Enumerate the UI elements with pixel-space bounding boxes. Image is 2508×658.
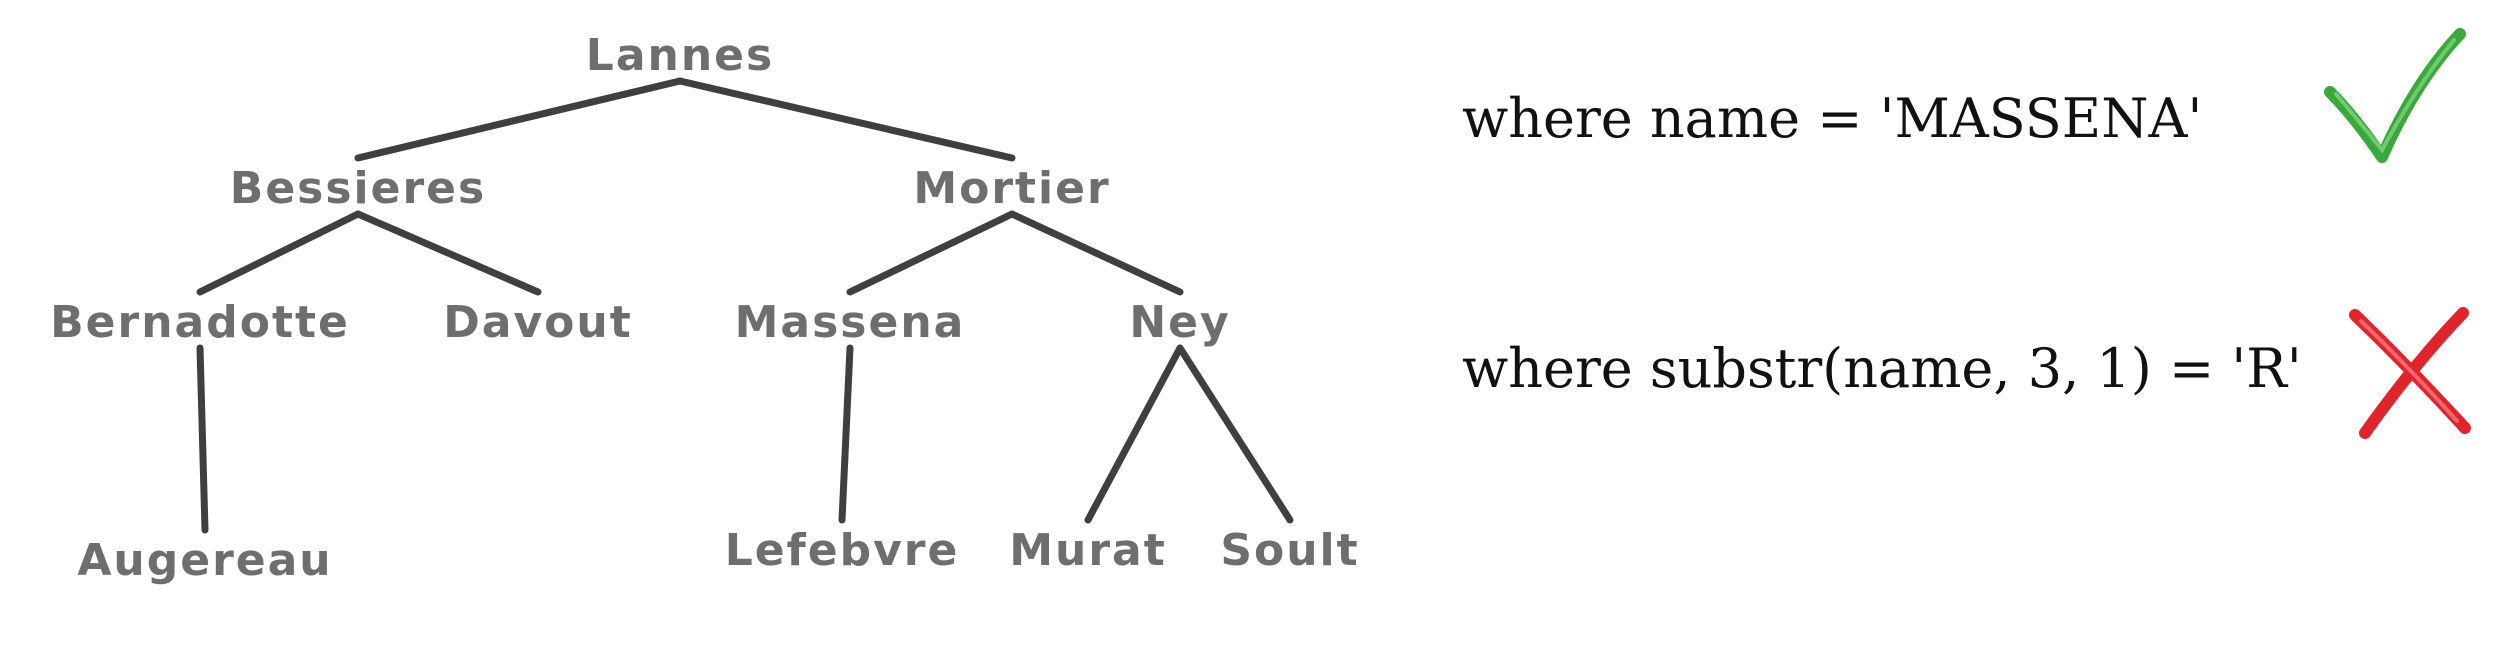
tree-labels: Lannes Bessieres Mortier Bernadotte Davout Ma… (50, 30, 1359, 586)
tree-node-bernadotte: Bernadotte (50, 297, 350, 348)
tree-edge-mortier-massena (846, 210, 1016, 296)
tree-edge-mortier-ney (1008, 210, 1184, 296)
tree-node-davout: Davout (443, 297, 632, 348)
tree-node-lannes: Lannes (586, 30, 774, 81)
tree-edges (196, 77, 1294, 534)
tree-edge-ney-soult (1176, 344, 1294, 524)
tree-edge-bessieres-davout (354, 210, 542, 296)
tree-node-mortier: Mortier (913, 163, 1110, 214)
tree-node-murat: Murat (1009, 525, 1167, 576)
tree-node-massena: Massena (735, 297, 966, 348)
tree-node-bessieres: Bessieres (230, 163, 486, 214)
cross-icon (2345, 303, 2475, 448)
clause-no-match: where substr(name, 3, 1) = 'R' (1462, 337, 2302, 400)
tree-diagram: Lannes Bessieres Mortier Bernadotte Davout Ma… (50, 30, 1359, 586)
tree-edge-lannes-bessieres (354, 77, 684, 162)
checkmark-icon (2320, 22, 2470, 177)
tree-node-ney: Ney (1129, 297, 1230, 348)
tree-edge-bernadotte-augereau (196, 344, 209, 534)
tree-edge-bessieres-bernadotte (196, 210, 362, 296)
tree-edge-massena-lefebvre (838, 344, 854, 524)
clause-match: where name = 'MASSENA' (1462, 87, 2203, 150)
tree-node-augereau: Augereau (77, 535, 332, 586)
tree-edge-lannes-mortier (676, 77, 1016, 162)
tree-node-lefebvre: Lefebvre (725, 525, 960, 576)
tree-node-soult: Soult (1220, 525, 1359, 576)
tree-edge-ney-murat (1084, 344, 1184, 524)
